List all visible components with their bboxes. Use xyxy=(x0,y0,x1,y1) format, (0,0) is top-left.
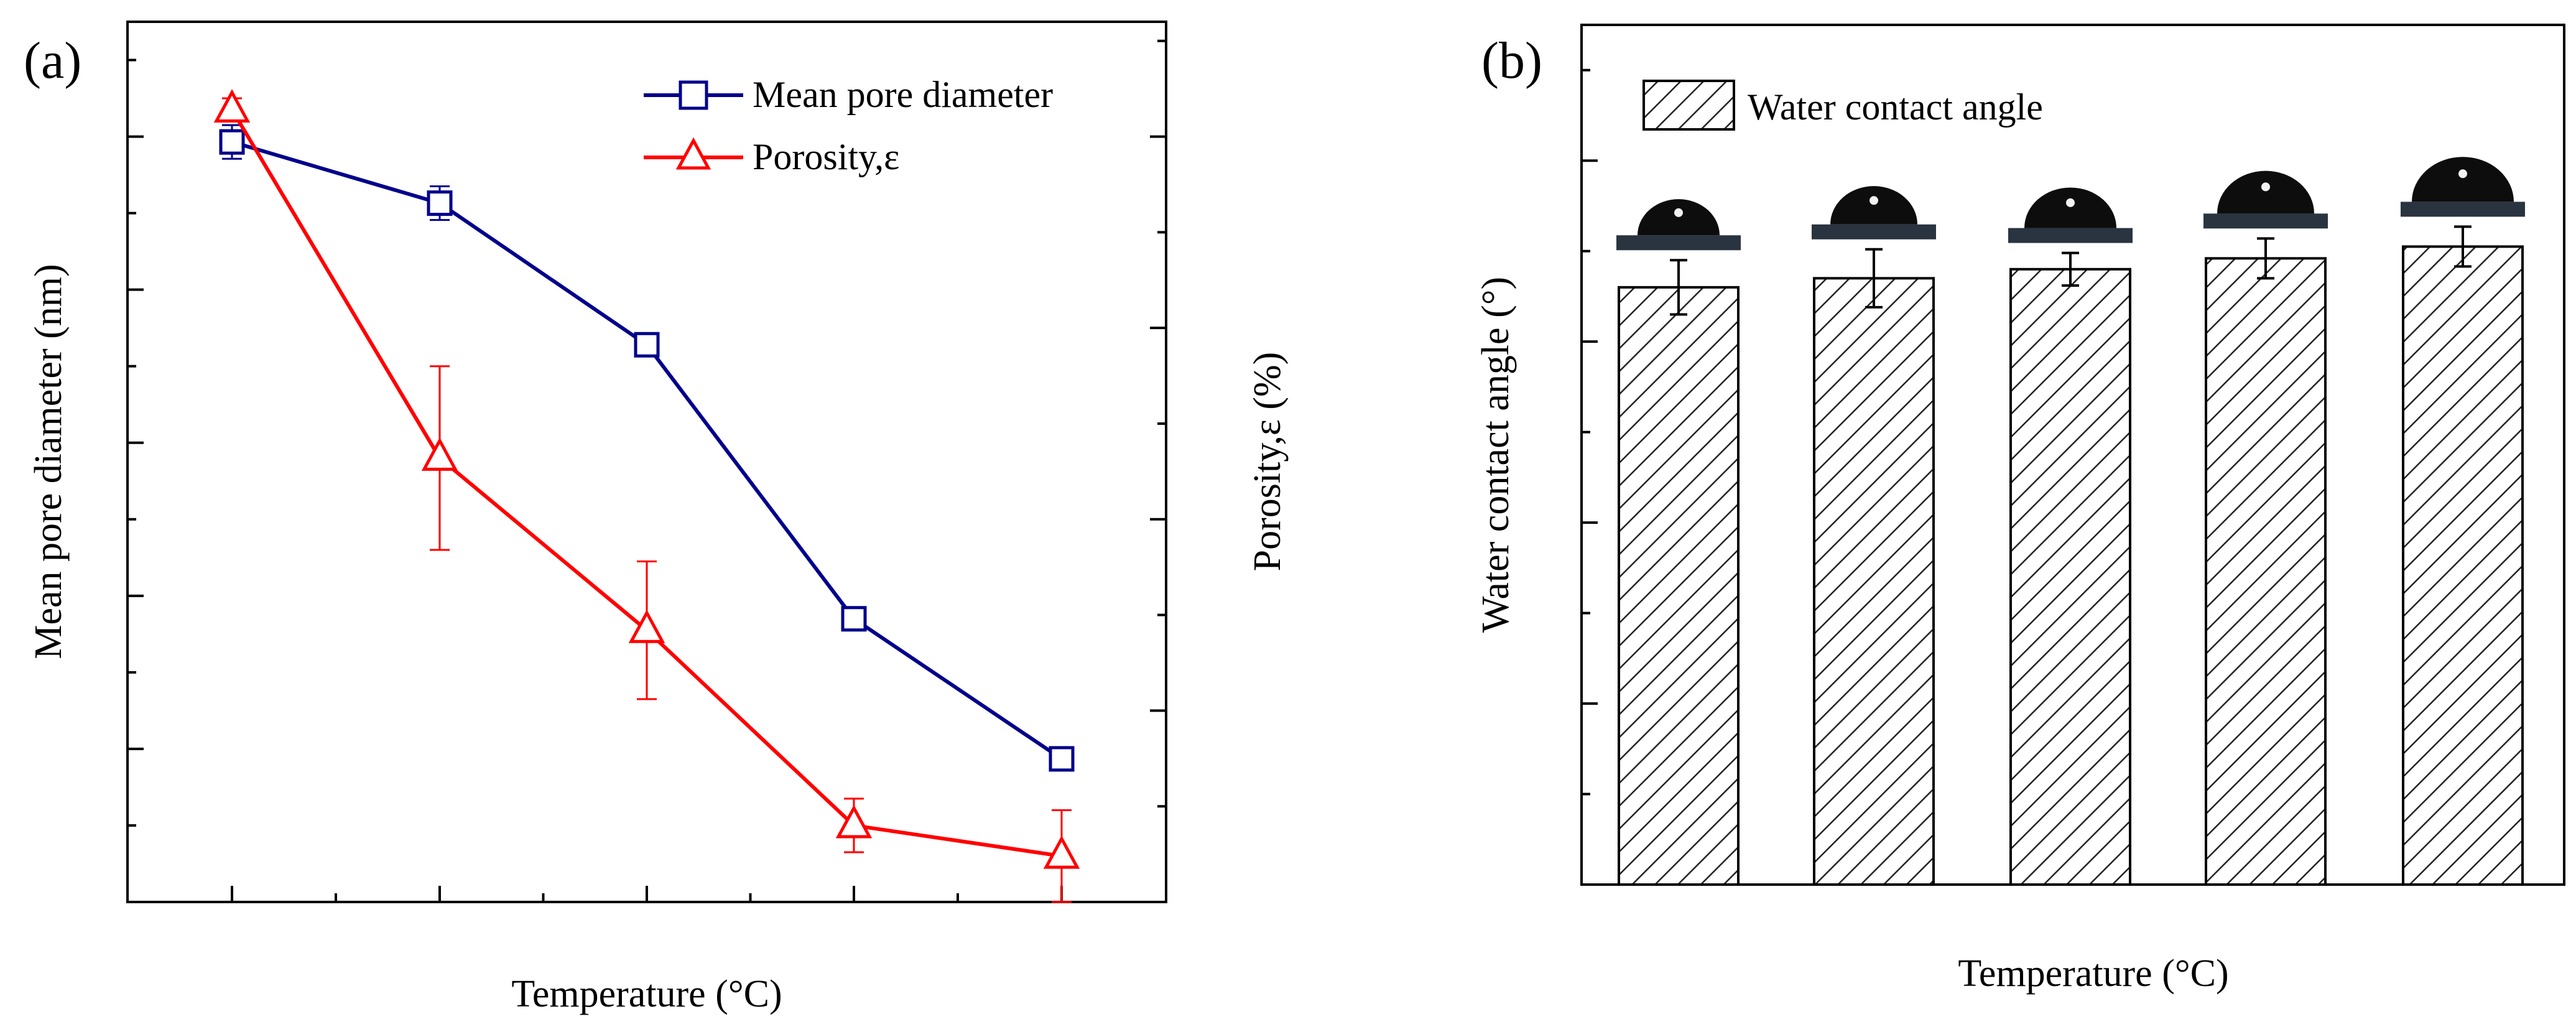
legend-triangle-marker xyxy=(675,137,711,170)
droplet-untreated xyxy=(1638,199,1720,236)
panel-b-y-axis-title: Water contact angle (°) xyxy=(1475,277,1517,633)
porosity-marker-40 xyxy=(835,804,873,839)
droplet-highlight-40 xyxy=(2261,182,2270,192)
droplet-highlight-30 xyxy=(2066,198,2075,207)
bar-40 xyxy=(2205,257,2327,886)
panel-a-series xyxy=(213,89,1080,903)
droplet-40 xyxy=(2217,170,2314,214)
legend-hatch-swatch xyxy=(1642,80,1735,131)
porosity-marker-untreated xyxy=(213,89,251,123)
bar-20 xyxy=(1813,277,1935,886)
bar-untreated xyxy=(1618,286,1740,886)
droplet-image-30 xyxy=(2008,187,2133,243)
droplet-image-20 xyxy=(1812,186,1936,239)
legend-entry-porosity: Porosity,ε xyxy=(644,136,899,177)
panel-a-label: (a) xyxy=(24,32,81,90)
droplet-image-40 xyxy=(2203,170,2328,229)
panel-a-axes xyxy=(127,39,1166,903)
droplet-50 xyxy=(2412,157,2514,202)
droplet-20 xyxy=(1830,186,1917,225)
legend-label-mean-pore-diameter: Mean pore diameter xyxy=(753,74,1053,115)
panel-a: (a) Temperature (°C) Mean pore diameter … xyxy=(24,21,1289,1015)
panel-a-y2-axis-title: Porosity,ε (%) xyxy=(1246,352,1289,572)
porosity-line xyxy=(230,108,1062,858)
mean-pore-diameter-marker-20 xyxy=(427,190,453,216)
droplet-substrate-20 xyxy=(1812,224,1936,239)
droplet-highlight-20 xyxy=(1869,196,1878,205)
porosity-marker-30 xyxy=(628,609,665,643)
panel-a-y-axis-title: Mean pore diameter (nm) xyxy=(27,264,70,659)
panel-b: (b) Temperature (°C) Water contact angle… xyxy=(1475,24,2565,995)
panel-a-legend: Mean pore diameter Porosity,ε xyxy=(644,74,1053,177)
legend-label-water-contact-angle: Water contact angle xyxy=(1748,86,2043,128)
droplet-highlight-50 xyxy=(2458,169,2467,179)
panel-b-label: (b) xyxy=(1481,32,1542,90)
panel-a-x-axis-title: Temperature (°C) xyxy=(511,973,782,1015)
droplet-highlight-untreated xyxy=(1674,208,1683,217)
mean-pore-diameter-marker-30 xyxy=(634,332,660,358)
droplet-substrate-40 xyxy=(2203,213,2328,229)
panel-b-legend: Water contact angle xyxy=(1642,80,2043,131)
droplet-image-untreated xyxy=(1616,199,1741,251)
panel-b-bars xyxy=(1616,157,2525,886)
droplet-substrate-untreated xyxy=(1616,235,1741,251)
bar-50 xyxy=(2402,245,2524,886)
mean-pore-diameter-marker-40 xyxy=(841,606,867,632)
mean-pore-diameter-marker-untreated xyxy=(219,129,245,155)
droplet-image-50 xyxy=(2401,157,2525,217)
panel-a-plot-frame xyxy=(126,21,1167,903)
bar-30 xyxy=(2009,267,2131,886)
legend-square-marker xyxy=(679,80,708,110)
droplet-substrate-30 xyxy=(2008,228,2133,243)
droplet-30 xyxy=(2024,187,2116,228)
mean-pore-diameter-marker-50 xyxy=(1049,746,1075,772)
legend-label-porosity: Porosity,ε xyxy=(753,136,899,177)
droplet-substrate-50 xyxy=(2401,202,2525,217)
legend-entry-mean-pore-diameter: Mean pore diameter xyxy=(644,74,1053,115)
porosity-marker-20 xyxy=(421,437,458,471)
porosity-marker-50 xyxy=(1043,835,1080,869)
panel-b-x-axis-title: Temperature (°C) xyxy=(1958,952,2228,995)
